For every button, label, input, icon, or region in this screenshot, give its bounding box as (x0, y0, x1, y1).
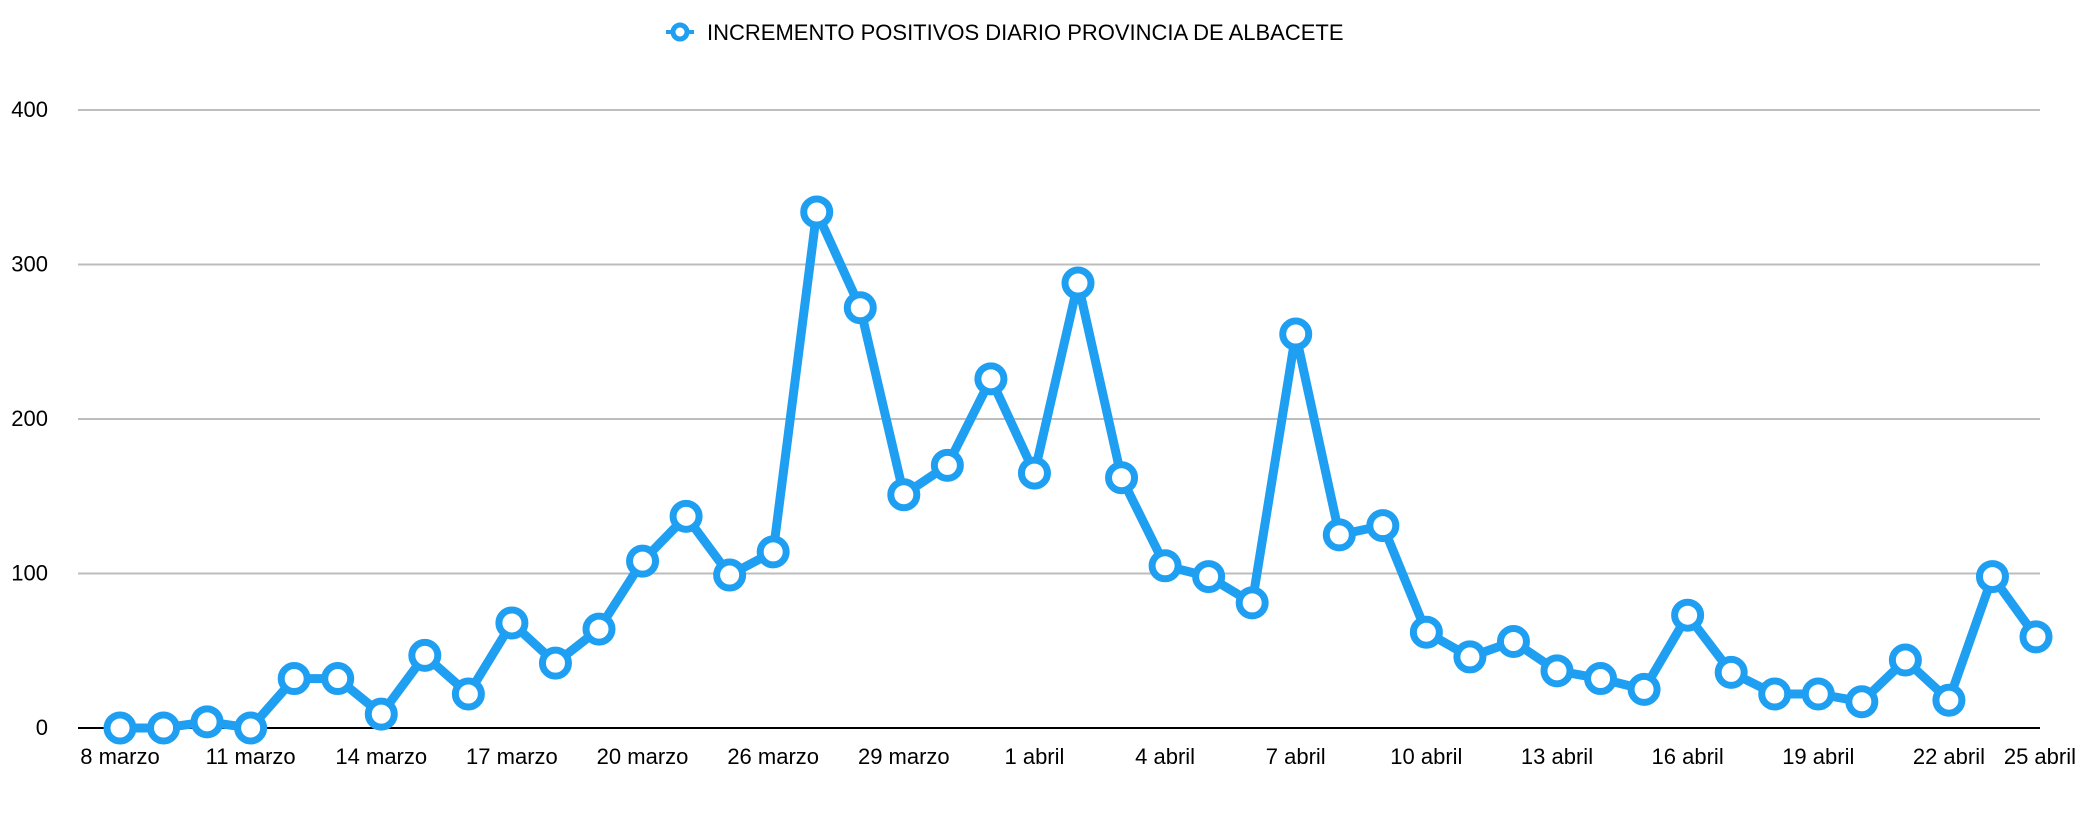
data-point (451, 677, 485, 711)
legend-label: INCREMENTO POSITIVOS DIARIO PROVINCIA DE… (707, 20, 1344, 45)
data-point (1888, 643, 1922, 677)
data-point (234, 711, 268, 745)
data-point (408, 638, 442, 672)
data-point (669, 499, 703, 533)
data-point (713, 558, 747, 592)
x-tick-label: 17 marzo (466, 744, 558, 769)
data-point (1235, 586, 1269, 620)
data-point (2019, 620, 2053, 654)
x-axis: 8 marzo 11 marzo 14 marzo 17 marzo 20 marzo 2… (80, 744, 2076, 769)
data-point (538, 646, 572, 680)
data-point (277, 662, 311, 696)
x-tick-label: 8 marzo (80, 744, 159, 769)
data-point (1627, 672, 1661, 706)
y-tick-label: 100 (11, 561, 48, 586)
grid (78, 109, 2040, 729)
data-point (1714, 655, 1748, 689)
x-tick-label: 10 abril (1390, 744, 1462, 769)
data-point (1409, 615, 1443, 649)
data-point (1758, 677, 1792, 711)
data-point (800, 195, 834, 229)
x-tick-label: 16 abril (1652, 744, 1724, 769)
data-point (1932, 683, 1966, 717)
data-point (930, 448, 964, 482)
y-tick-label: 300 (11, 252, 48, 277)
data-point (887, 478, 921, 512)
x-tick-label: 26 marzo (727, 744, 819, 769)
data-point (582, 612, 616, 646)
data-point (756, 535, 790, 569)
data-point (147, 711, 181, 745)
y-tick-label: 400 (11, 97, 48, 122)
x-tick-label: 11 marzo (206, 744, 296, 769)
data-point (1192, 560, 1226, 594)
data-point (1496, 624, 1530, 658)
x-tick-label: 29 marzo (858, 744, 950, 769)
data-point (974, 362, 1008, 396)
data-point (843, 291, 877, 325)
x-tick-label: 25 abril (2004, 744, 2076, 769)
data-point (1061, 266, 1095, 300)
data-point (1322, 518, 1356, 552)
data-point (626, 544, 660, 578)
x-tick-label: 7 abril (1266, 744, 1326, 769)
data-point (1148, 549, 1182, 583)
x-tick-label: 13 abril (1521, 744, 1593, 769)
y-tick-label: 0 (36, 715, 48, 740)
data-point (1540, 654, 1574, 688)
data-point (1366, 509, 1400, 543)
y-axis: 0 100 200 300 400 (11, 97, 48, 740)
data-point (321, 662, 355, 696)
data-point (495, 606, 529, 640)
x-tick-label: 19 abril (1782, 744, 1854, 769)
x-tick-label: 1 abril (1004, 744, 1064, 769)
y-tick-label: 200 (11, 406, 48, 431)
x-tick-label: 14 marzo (335, 744, 427, 769)
x-tick-label: 4 abril (1135, 744, 1195, 769)
data-point (1975, 560, 2009, 594)
x-tick-label: 22 abril (1913, 744, 1985, 769)
x-tick-label: 20 marzo (597, 744, 689, 769)
data-point (103, 711, 137, 745)
data-point (364, 697, 398, 731)
data-point (1017, 456, 1051, 490)
data-point (190, 705, 224, 739)
data-point (1801, 677, 1835, 711)
data-point (1845, 685, 1879, 719)
data-point (1105, 461, 1139, 495)
series-layer (103, 195, 2053, 745)
legend: INCREMENTO POSITIVOS DIARIO PROVINCIA DE… (666, 20, 1344, 45)
data-point (1584, 662, 1618, 696)
data-point (1453, 640, 1487, 674)
data-point (1279, 317, 1313, 351)
legend-marker (670, 22, 690, 42)
data-point (1671, 598, 1705, 632)
